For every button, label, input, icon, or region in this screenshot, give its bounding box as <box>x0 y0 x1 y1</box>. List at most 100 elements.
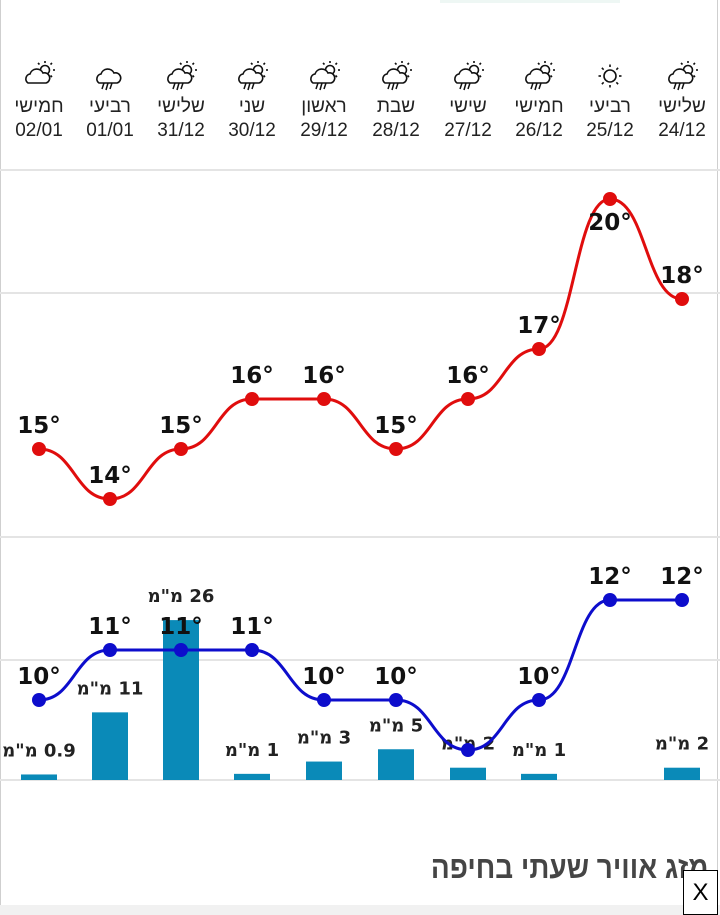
max_temp-label: 16° <box>302 363 346 389</box>
min_temp-point <box>103 643 117 657</box>
day-date: 26/12 <box>515 120 563 141</box>
sun-cloud-rain-icon <box>504 56 574 96</box>
precip-label: 0.9 מ"מ <box>2 740 76 761</box>
precip-bar <box>664 767 700 780</box>
min_temp-label: 11° <box>159 614 203 640</box>
day-column: חמישי 26/12 <box>504 56 574 144</box>
partly-cloudy-icon <box>4 56 74 96</box>
day-name: שישי <box>449 96 487 117</box>
max_temp-label: 15° <box>159 413 203 439</box>
precip-label: 1 מ"מ <box>512 740 566 761</box>
sun-cloud-rain-icon <box>361 56 431 96</box>
day-name: רביעי <box>589 96 631 117</box>
day-name: ראשון <box>301 96 347 117</box>
max_temp-label: 16° <box>446 363 490 389</box>
precip-label: 11 מ"מ <box>77 678 144 699</box>
day-column: שלישי 24/12 <box>647 56 717 144</box>
sun-cloud-rain-icon <box>289 56 359 96</box>
day-date: 29/12 <box>300 120 348 141</box>
min_temp-point <box>603 593 617 607</box>
min_temp-point <box>675 593 689 607</box>
sun-cloud-rain-icon <box>433 56 503 96</box>
min_temp-point <box>461 743 475 757</box>
precip-label: 5 מ"מ <box>369 715 423 736</box>
min_temp-label: 10° <box>374 664 418 690</box>
day-date: 30/12 <box>228 120 276 141</box>
day-column: רביעי 25/12 <box>575 56 645 144</box>
min_temp-label: 12° <box>660 564 704 590</box>
min_temp-point <box>174 643 188 657</box>
max_temp-point <box>103 492 117 506</box>
section-title: מזג אוויר שעתי בחיפה <box>430 850 708 885</box>
max_temp-label: 15° <box>17 413 61 439</box>
max_temp-point <box>675 292 689 306</box>
day-name: חמישי <box>514 96 564 117</box>
day-name: שבת <box>376 96 416 117</box>
precip-label: 2 מ"מ <box>655 734 709 755</box>
max_temp-point <box>389 442 403 456</box>
day-column: חמישי 02/01 <box>4 56 74 144</box>
sun-icon <box>575 56 645 96</box>
day-column: רביעי 01/01 <box>75 56 145 144</box>
day-name: שלישי <box>658 96 706 117</box>
day-name: שני <box>238 96 266 117</box>
max_temp-label: 17° <box>517 313 561 339</box>
precip-bar <box>234 773 270 780</box>
sun-cloud-rain-icon <box>647 56 717 96</box>
min_temp-label: 10° <box>302 664 346 690</box>
day-column: שבת 28/12 <box>361 56 431 144</box>
day-column: שלישי 31/12 <box>146 56 216 144</box>
min_temp-point <box>245 643 259 657</box>
precip-bar <box>378 749 414 780</box>
max_temp-label: 15° <box>374 413 418 439</box>
precip-bar <box>306 761 342 780</box>
min_temp-label: 12° <box>588 564 632 590</box>
day-date: 24/12 <box>658 120 706 141</box>
day-column: שני 30/12 <box>217 56 287 144</box>
precip-label: 26 מ"מ <box>148 586 215 607</box>
max_temp-point <box>603 192 617 206</box>
max_temp-point <box>245 392 259 406</box>
bottom-bar <box>0 905 720 915</box>
min_temp-point <box>389 693 403 707</box>
max_temp-point <box>532 342 546 356</box>
min_temp-label: 11° <box>230 614 274 640</box>
day-date: 27/12 <box>444 120 492 141</box>
day-date: 01/01 <box>86 120 134 141</box>
precip-label: 1 מ"מ <box>225 740 279 761</box>
day-name: שלישי <box>157 96 205 117</box>
min_temp-line <box>38 598 682 752</box>
max_temp-point <box>174 442 188 456</box>
max_temp-label: 14° <box>88 463 132 489</box>
close-button[interactable]: X <box>683 870 718 915</box>
day-column: שישי 27/12 <box>433 56 503 144</box>
precip-bar <box>521 773 557 780</box>
min_temp-label: 10° <box>517 664 561 690</box>
max_temp-label: 18° <box>660 263 704 289</box>
day-name: רביעי <box>89 96 131 117</box>
day-column: ראשון 29/12 <box>289 56 359 144</box>
max_temp-label: 16° <box>230 363 274 389</box>
precip-bar <box>21 774 57 780</box>
day-date: 25/12 <box>586 120 634 141</box>
rain-icon <box>75 56 145 96</box>
min_temp-point <box>32 693 46 707</box>
day-date: 02/01 <box>15 120 63 141</box>
max_temp-point <box>461 392 475 406</box>
min_temp-point <box>532 693 546 707</box>
sun-cloud-rain-icon <box>217 56 287 96</box>
precip-bar <box>92 712 128 780</box>
min_temp-point <box>317 693 331 707</box>
min_temp-label: 10° <box>17 664 61 690</box>
precip-label: 3 מ"מ <box>297 728 351 749</box>
min_temp-label: 11° <box>88 614 132 640</box>
max_temp-label: 20° <box>588 210 632 236</box>
day-name: חמישי <box>14 96 64 117</box>
sun-cloud-rain-icon <box>146 56 216 96</box>
max_temp-point <box>317 392 331 406</box>
precip-bar <box>450 767 486 780</box>
day-date: 31/12 <box>157 120 205 141</box>
max_temp-line <box>38 197 683 501</box>
